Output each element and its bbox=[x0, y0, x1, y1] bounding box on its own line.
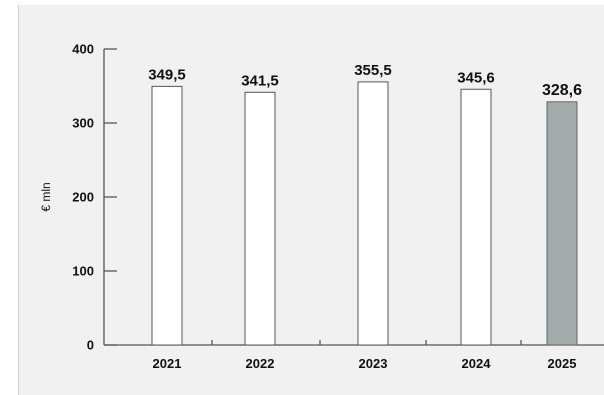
bars bbox=[151, 81, 578, 346]
value-label-2021: 349,5 bbox=[148, 66, 186, 83]
value-label-2022: 341,5 bbox=[241, 72, 279, 89]
value-label-2024: 345,6 bbox=[457, 69, 495, 86]
value-labels: 349,5 341,5 355,5 345,6 328,6 bbox=[148, 62, 582, 99]
value-label-2023: 355,5 bbox=[354, 62, 392, 79]
y-axis: 0 100 200 300 400 bbox=[72, 42, 117, 353]
bar-2021 bbox=[151, 85, 183, 346]
y-tick-label-300: 300 bbox=[72, 116, 94, 131]
x-axis: 2021 2022 2023 2024 2025 bbox=[104, 340, 604, 371]
y-tick-label-200: 200 bbox=[72, 190, 94, 205]
y-tick-label-400: 400 bbox=[72, 42, 94, 57]
bar-2022 bbox=[244, 91, 276, 346]
x-tick-label-2025: 2025 bbox=[548, 356, 577, 371]
y-axis-title: € mln bbox=[39, 182, 53, 211]
x-tick-label-2022: 2022 bbox=[246, 356, 275, 371]
value-label-2025: 328,6 bbox=[542, 82, 582, 99]
bar-2024 bbox=[460, 88, 492, 346]
y-tick-label-100: 100 bbox=[72, 264, 94, 279]
x-tick-label-2021: 2021 bbox=[153, 356, 182, 371]
bar-2023 bbox=[357, 81, 389, 346]
x-tick-label-2024: 2024 bbox=[462, 356, 492, 371]
bar-2025 bbox=[546, 101, 578, 346]
x-tick-label-2023: 2023 bbox=[359, 356, 388, 371]
chart-panel bbox=[18, 5, 604, 395]
panel-border bbox=[18, 5, 19, 395]
y-tick-label-0: 0 bbox=[87, 338, 94, 353]
